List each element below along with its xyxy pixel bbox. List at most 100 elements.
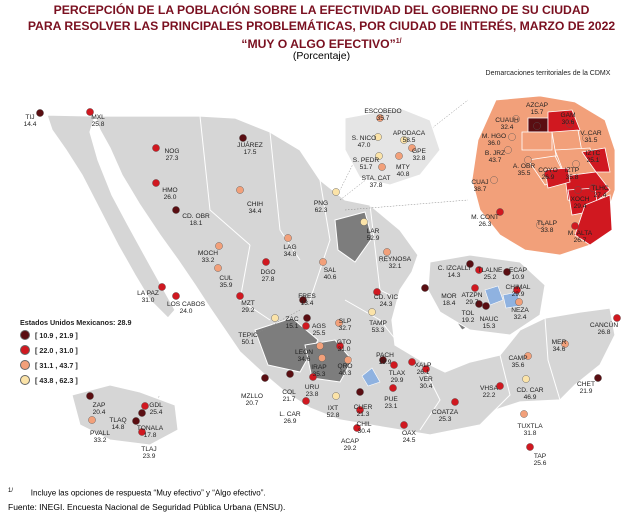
cdmx-dot-15 [571, 222, 579, 230]
cdmx-label-2: CUAUH 32.4 [495, 117, 518, 132]
city-value: 32.8 [412, 155, 426, 163]
city-name: TAP [533, 453, 547, 460]
city-dot-48 [353, 424, 361, 432]
city-name: HMO [162, 187, 178, 194]
city-value: 21.3 [356, 411, 370, 419]
cdmx-label-14: TLALP 33.8 [537, 220, 557, 235]
city-label-56: CHET 21.9 [577, 381, 595, 396]
city-label-19: S. PEDR 51.7 [353, 157, 379, 172]
city-dot-22 [360, 218, 368, 226]
city-label-34: IRAP 35.3 [311, 364, 326, 379]
cdmx-dot-1 [566, 120, 574, 128]
cdmx-value: 32.4 [500, 124, 514, 132]
city-label-68: ATZPN 29.7 [461, 292, 482, 307]
cdmx-label-13: M. CONT 26.3 [471, 214, 499, 229]
city-label-55: CANCÚN 26.8 [590, 322, 618, 337]
city-label-6: CHIH 34.4 [247, 201, 263, 216]
city-value: 33.2 [93, 437, 107, 445]
legend-label-4: [ 43.8 , 62.3 ] [35, 375, 78, 385]
city-label-11: MZT 29.2 [241, 300, 255, 315]
city-name: LAR [366, 228, 380, 235]
legend-swatch-4 [20, 375, 30, 385]
cuer-region [361, 367, 381, 387]
city-value: 14.4 [23, 121, 37, 129]
city-label-61: TLAQ 14.8 [109, 417, 126, 432]
city-label-66: TLALNE 25.2 [478, 267, 503, 282]
city-value: 23.9 [142, 453, 156, 461]
city-dot-56 [594, 374, 602, 382]
city-name: ECAP [509, 267, 527, 274]
city-name: FRES [298, 293, 316, 300]
cdmx-value: 33.8 [540, 227, 554, 235]
city-dot-0 [36, 109, 44, 117]
city-name: GTO [336, 339, 352, 346]
city-dot-67 [503, 268, 511, 276]
city-value: 31.0 [141, 297, 155, 305]
cdmx-dot-14 [536, 221, 544, 229]
city-label-25: FRES 13.4 [298, 293, 316, 308]
title-line-3: “MUY O ALGO EFECTIVO”1/ [241, 37, 402, 52]
city-name: LEÓN [295, 349, 313, 356]
city-name: CD. VIC [373, 294, 399, 301]
city-dot-15 [376, 114, 384, 122]
city-label-54: MER 34.6 [552, 339, 567, 354]
city-label-36: PACH 19.9 [376, 352, 394, 367]
cdmx-name: CUAJ [471, 179, 489, 186]
city-label-26: ZAC 15.1 [285, 316, 298, 331]
city-dot-1 [86, 108, 94, 116]
city-label-35: QRO 40.3 [337, 363, 352, 378]
city-name: URU [304, 384, 320, 391]
city-name: TEPIC [238, 332, 258, 339]
city-name: AGS [312, 323, 326, 330]
city-dot-61 [132, 417, 140, 425]
city-dot-47 [356, 406, 364, 414]
city-label-58: TAP 25.6 [534, 453, 547, 468]
city-name: LAG [283, 244, 297, 251]
cdmx-value: 36.0 [487, 140, 501, 148]
city-dot-49 [400, 421, 408, 429]
city-dot-28 [335, 319, 343, 327]
cdmx-name: M. HGO [481, 133, 507, 140]
city-name: MER [551, 339, 567, 346]
city-name: TIJ [25, 114, 35, 121]
city-value: 14.8 [111, 424, 125, 432]
city-name: MTY [396, 164, 410, 171]
city-dot-66 [475, 266, 483, 274]
city-label-23: REYNOSA 32.1 [379, 256, 411, 271]
city-dot-57 [520, 410, 528, 418]
city-label-64: TLAJ 23.9 [141, 446, 156, 461]
legend-label-3: [ 31.1 , 43.7 ] [35, 360, 78, 370]
city-name: IXT [327, 405, 339, 412]
city-dot-68 [471, 284, 479, 292]
city-value: 51.7 [359, 164, 373, 172]
city-label-57: TUXTLA 31.8 [517, 423, 542, 438]
city-value: 62.3 [314, 207, 328, 215]
city-name: MXL [91, 114, 105, 121]
cdmx-value: 43.7 [488, 157, 502, 165]
city-dot-31 [316, 342, 324, 350]
city-value: 25.3 [438, 416, 452, 424]
city-label-12: DGO 27.8 [260, 269, 275, 284]
city-value: 30.4 [419, 383, 433, 391]
cdmx-name: V. CAR [580, 130, 602, 137]
city-label-62: TONALA 17.8 [137, 425, 163, 440]
city-dot-34 [318, 354, 326, 362]
city-label-44: PUE 23.1 [384, 396, 398, 411]
city-value: 35.7 [376, 115, 390, 123]
city-name: REYNOSA [378, 256, 412, 263]
city-label-59: ZAP 20.4 [93, 402, 106, 417]
city-value: 21.9 [579, 388, 593, 396]
city-name: TLALNE [477, 267, 503, 274]
city-dot-3 [239, 134, 247, 142]
city-name: TOL [461, 310, 475, 317]
city-label-65: C. IZCALLI 14.3 [438, 265, 471, 280]
city-value: 10.9 [511, 274, 525, 282]
city-value: 34.6 [297, 356, 311, 364]
legend-class-3: [ 31.1 , 43.7 ] [20, 358, 131, 372]
cdmx-name: B. JRZ [484, 150, 506, 157]
cdmx-inset-title: Demarcaciones territoriales de la CDMX [485, 70, 611, 77]
city-value: 25.5 [312, 330, 326, 338]
cdmx-label-12: XOCH 29.4 [570, 196, 589, 211]
city-dot-13 [284, 234, 292, 242]
city-name: SAL [323, 267, 337, 274]
